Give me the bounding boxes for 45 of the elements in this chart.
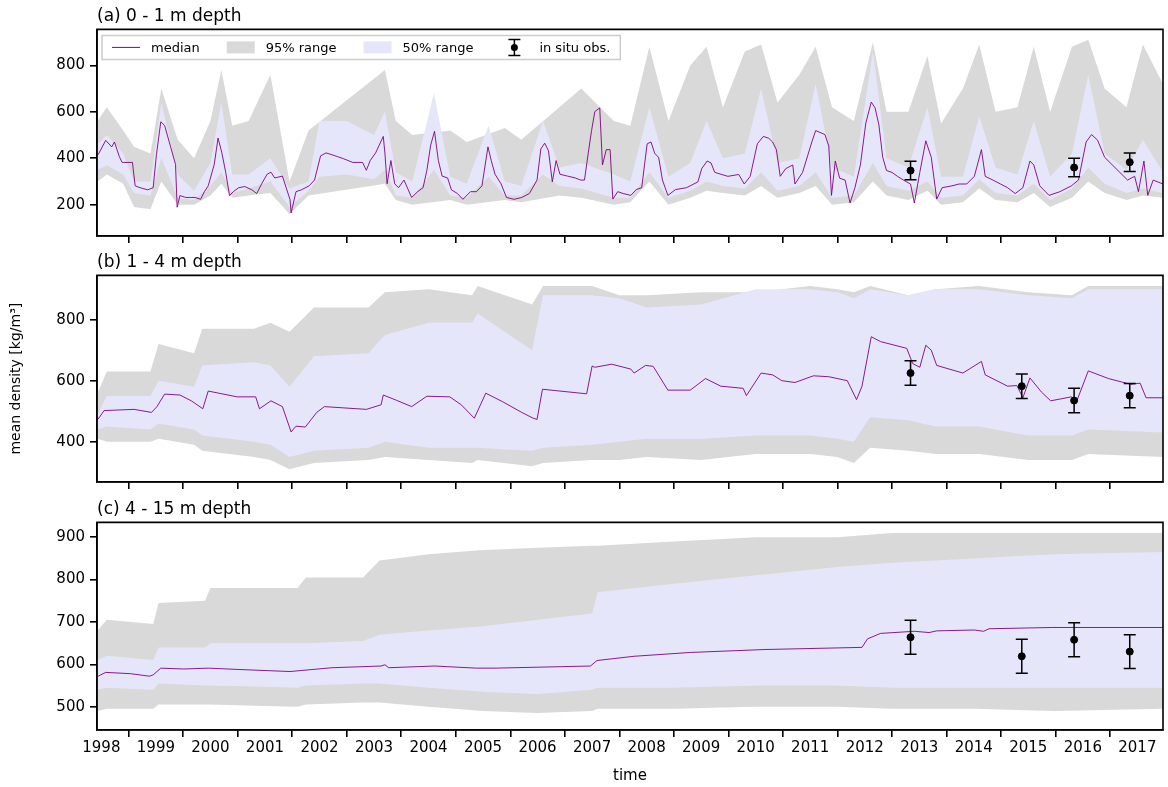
legend-label: 50% range (402, 39, 474, 55)
x-tick-label: 2014 (954, 737, 993, 756)
x-tick-label: 2005 (463, 737, 503, 756)
legend-label: 95% range (265, 39, 337, 55)
point (906, 369, 915, 378)
x-tick-label: 2010 (736, 737, 775, 756)
x-axis-title: time (613, 765, 647, 784)
y-tick-label: 800 (56, 55, 85, 74)
chart-title: (b) 1 - 4 m depth (97, 250, 242, 271)
x-tick-label: 2000 (191, 737, 230, 756)
y-tick-label: 600 (56, 654, 85, 673)
y-tick-label: 500 (56, 696, 85, 715)
y-tick-label: 200 (56, 194, 85, 213)
y-tick-label: 400 (56, 148, 85, 167)
x-tick-label: 2008 (627, 737, 666, 756)
y-tick-label: 900 (56, 527, 85, 546)
y-tick-label: 800 (56, 309, 85, 328)
x-tick-label: 2013 (900, 737, 939, 756)
x-tick-label: 1999 (136, 737, 175, 756)
legend-label: median (151, 39, 200, 55)
y-tick-label: 600 (56, 101, 85, 120)
x-tick-label: 2016 (1063, 737, 1102, 756)
x-tick-label: 2015 (1009, 737, 1048, 756)
x-tick-label: 1998 (82, 737, 121, 756)
point (1125, 647, 1134, 656)
y-tick-label: 800 (56, 569, 85, 588)
y-tick-label: 700 (56, 611, 85, 630)
y-tick-label: 600 (56, 370, 85, 389)
y-tick-label: 400 (56, 431, 85, 450)
x-tick-label: 2012 (845, 737, 884, 756)
y-axis-title: mean density [kg/m³] (7, 302, 24, 455)
chart-title: (a) 0 - 1 m depth (97, 4, 242, 25)
point (906, 633, 915, 642)
x-tick-label: 2001 (245, 737, 285, 756)
x-tick-label: 2007 (573, 737, 612, 756)
x-tick-label: 2006 (518, 737, 557, 756)
legend-label: in situ obs. (539, 39, 611, 55)
x-tick-label: 2009 (682, 737, 721, 756)
x-tick-label: 2011 (791, 737, 830, 756)
x-tick-label: 2002 (300, 737, 339, 756)
point (1125, 391, 1134, 400)
chart-title: (c) 4 - 15 m depth (97, 497, 252, 518)
x-tick-label: 2004 (409, 737, 448, 756)
x-tick-label: 2003 (354, 737, 394, 756)
x-tick-label: 2017 (1118, 737, 1157, 756)
